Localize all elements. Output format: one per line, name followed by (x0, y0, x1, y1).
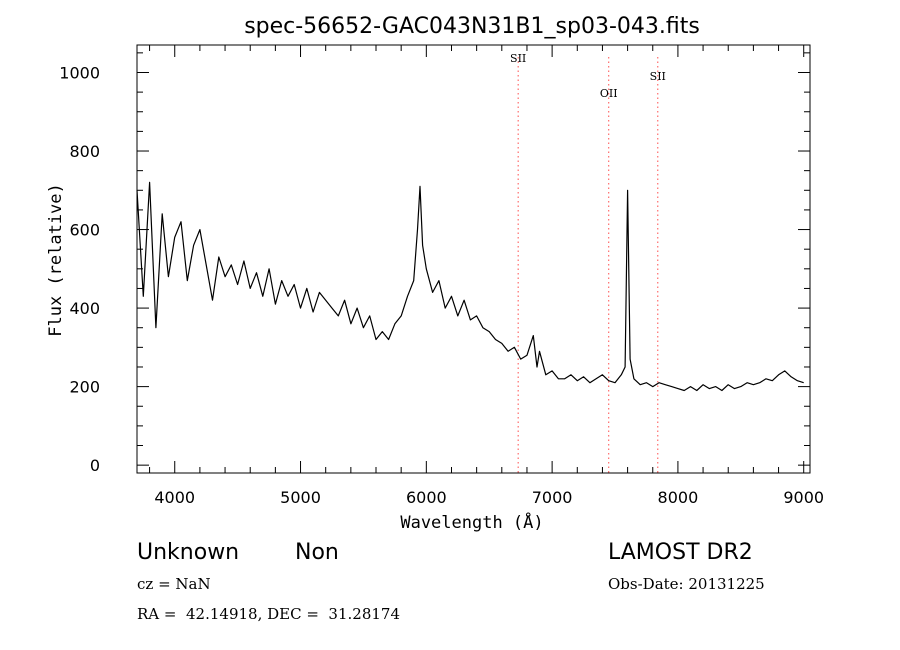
coordinates-text: RA = 42.14918, DEC = 31.28174 (137, 605, 401, 623)
chart-title: spec-56652-GAC043N31B1_sp03-043.fits (244, 14, 700, 39)
spectrum-line (136, 181, 804, 392)
major-ticks (137, 45, 810, 473)
redshift-text: cz = NaN (137, 575, 211, 593)
x-axis-label: Wavelength (Å) (400, 511, 543, 533)
spectral-line-markers: SII OII SII (510, 52, 666, 473)
survey-name: LAMOST DR2 (608, 540, 753, 565)
x-tick-label: 6000 (406, 488, 447, 507)
x-tick-label: 7000 (532, 488, 573, 507)
marker-label: SII (650, 70, 666, 83)
plot-frame (136, 44, 811, 474)
y-tick-label: 1000 (59, 63, 100, 82)
x-tick-labels: 4000 5000 6000 7000 8000 9000 (154, 488, 824, 507)
x-tick-label: 9000 (783, 488, 824, 507)
x-tick-label: 5000 (280, 488, 321, 507)
y-axis-label: Flux (relative) (46, 183, 66, 337)
y-tick-label: 0 (90, 456, 100, 475)
marker-label: OII (600, 87, 618, 100)
x-tick-label: 4000 (154, 488, 195, 507)
y-tick-label: 400 (69, 299, 100, 318)
y-tick-label: 600 (69, 221, 100, 240)
object-subclass: Non (295, 540, 339, 565)
marker-label: SII (510, 52, 526, 65)
object-class: Unknown (137, 540, 240, 565)
minor-ticks (137, 45, 810, 473)
x-tick-label: 8000 (658, 488, 699, 507)
obs-date-text: Obs-Date: 20131225 (608, 575, 765, 593)
y-tick-labels: 0 200 400 600 800 1000 (59, 63, 100, 475)
y-tick-label: 200 (69, 378, 100, 397)
y-tick-label: 800 (69, 142, 100, 161)
